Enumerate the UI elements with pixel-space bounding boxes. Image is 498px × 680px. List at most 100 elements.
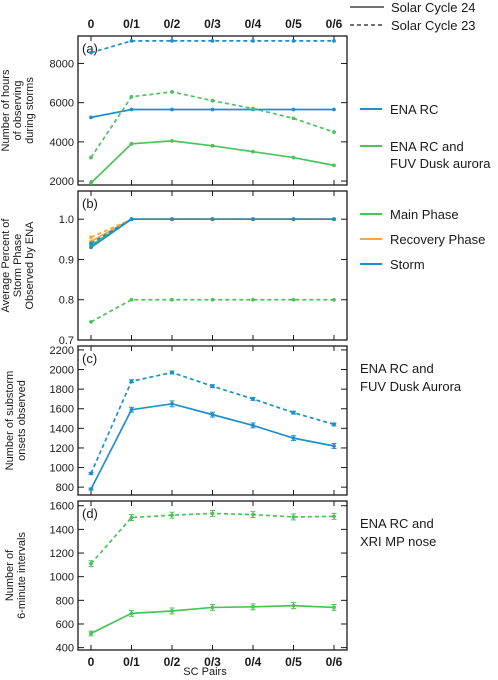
top-x-tick-label: 0/1 [123,17,140,31]
y-axis-label-line: of observing [12,81,24,141]
y-tick-label: 1000 [50,463,74,475]
data-point [170,89,174,94]
data-point [251,297,255,302]
panel-tag: (c) [82,351,97,366]
data-point [332,514,336,519]
data-point [170,401,174,406]
x-tick-label: 0/2 [164,655,181,669]
side-note: ENA RC and [360,361,434,376]
y-axis-label-line: Number of substorm [4,371,16,471]
top-x-tick-label: 0/4 [245,17,262,31]
top-x-tick-label: 0/6 [326,17,343,31]
data-point [210,217,215,222]
data-point [291,297,296,302]
data-point [210,412,215,417]
top-x-tick-label: 0 [88,17,95,31]
plot-frame [77,345,348,496]
y-axis-label-line: Observed by ENA [24,221,36,310]
y-tick-label: 0.8 [59,295,74,307]
y-tick-label: 0.7 [59,335,74,347]
data-point [89,631,93,636]
data-point [210,39,215,43]
y-tick-label: 800 [56,482,74,494]
legend-label: ENA RC [390,102,438,117]
x-tick-label: 0/4 [245,655,262,669]
legend-label: ENA RC and [390,139,464,154]
data-point [129,217,134,222]
data-point [332,130,336,134]
side-note: XRI MP nose [360,534,436,549]
y-axis-label-line: during storms [24,77,36,144]
x-tick-label: 0 [88,655,95,669]
y-axis-label-line: 6-minute intervals [16,532,28,619]
panel-b: 0.7 0.8 0.9 1.0 Average Percent of Storm Phas… [0,190,485,347]
data-point [332,297,336,302]
data-point [129,515,134,520]
data-point [129,39,134,43]
y-tick-label: 0.9 [59,254,74,266]
x-tick-label: 0/5 [285,655,302,669]
panel-c: 800 1000 1200 1400 1600 1800 2000 2200 Number of… [4,345,462,496]
data-point [89,50,93,55]
plot-frame [77,190,348,341]
data-point [170,513,174,518]
data-point [291,603,296,608]
data-point [129,611,134,616]
data-point [129,107,134,112]
plot-frame [77,500,348,651]
y-tick-label: 2000 [50,365,74,377]
data-point [89,561,93,566]
data-point [170,370,174,375]
series-line [90,218,334,247]
data-point [89,245,93,250]
data-point [332,444,336,448]
panel-tag: (d) [82,506,98,521]
y-axis-label-line: Number of hours [0,69,12,151]
x-tick-label: 0/3 [204,655,221,669]
data-point [170,217,174,222]
data-point [251,149,255,154]
data-point [210,384,215,389]
data-point [210,297,215,302]
y-tick-label: 1600 [50,404,74,416]
data-point [332,422,336,427]
x-axis-label: SC Pairs [183,666,227,678]
data-point [89,235,93,240]
data-point [89,471,93,476]
cycle-legend-dashed-label: Solar Cycle 23 [391,18,476,33]
data-point [89,487,93,492]
top-x-tick-label: 0/2 [164,17,181,31]
data-point [210,98,215,103]
data-point [170,107,174,112]
data-point [332,107,336,112]
y-tick-label: 1000 [50,572,74,584]
data-point [332,605,336,610]
legend-label: Storm [390,257,425,272]
data-point [251,217,255,222]
data-point [291,436,296,441]
data-point [129,379,134,384]
y-tick-label: 800 [56,595,74,607]
y-tick-label: 2000 [50,176,74,188]
data-point [251,512,255,517]
data-point [129,141,134,146]
series-line [90,218,334,249]
data-point [332,217,336,222]
data-point [291,39,296,43]
data-point [170,297,174,302]
data-point [251,423,255,428]
y-tick-label: 8000 [50,58,74,70]
side-note: FUV Dusk Aurora [360,379,462,394]
x-tick-label: 0/1 [123,655,140,669]
data-point [251,397,255,401]
data-point [332,163,336,168]
y-tick-label: 1200 [50,443,74,455]
y-tick-label: 2200 [50,345,74,357]
panel-d: 0 0/1 0/2 0/3 0/4 0/5 0/6 400 600 800 1000 1200 1400… [4,500,436,669]
data-point [89,181,93,185]
top-x-tick-labels: 0 0/1 0/2 0/3 0/4 0/5 0/6 [88,17,343,31]
data-point [210,511,215,516]
data-point [89,241,93,246]
data-point [210,107,215,112]
